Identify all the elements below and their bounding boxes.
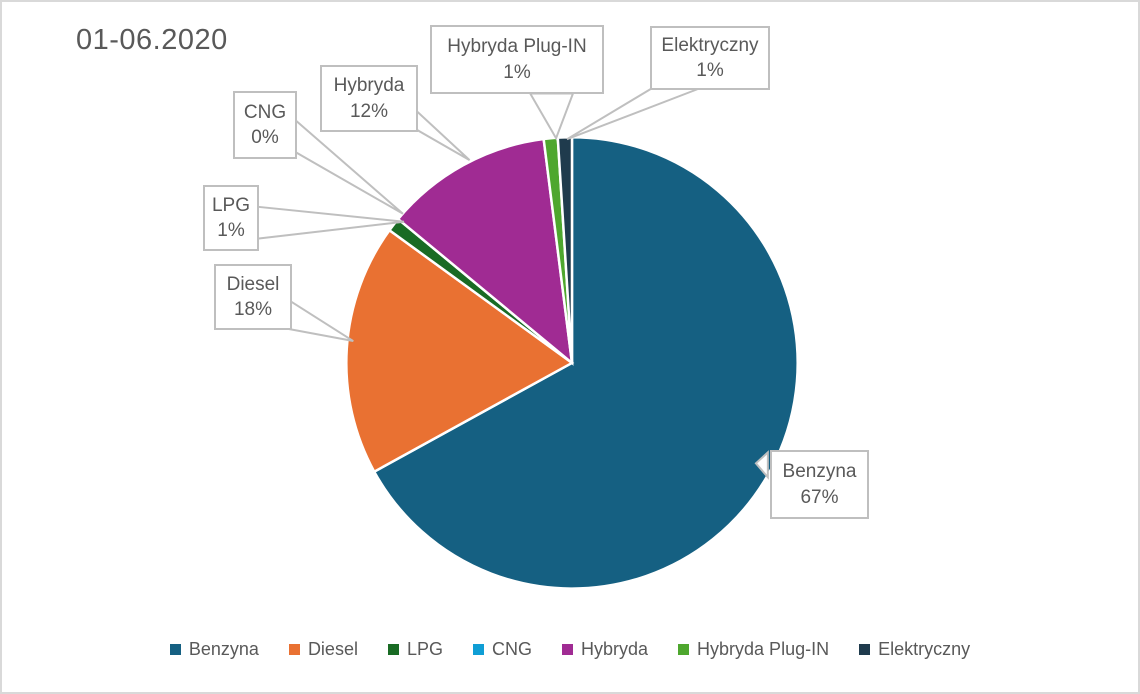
legend-item-hybryda[interactable]: Hybryda bbox=[562, 639, 648, 660]
pie-slice-benzyna[interactable] bbox=[372, 135, 799, 590]
callout-label: LPG bbox=[211, 194, 251, 216]
pie-slice-hybryda[interactable] bbox=[396, 137, 574, 366]
legend-item-lpg[interactable]: LPG bbox=[387, 639, 443, 660]
legend-label: Hybryda Plug-IN bbox=[697, 639, 830, 659]
chart-title[interactable]: 01-06.2020 bbox=[76, 24, 228, 56]
callout-value: 0% bbox=[251, 127, 279, 148]
callout-hybryda[interactable]: Hybryda 12% bbox=[320, 65, 418, 132]
callout-value: 12% bbox=[349, 100, 389, 122]
pie-slice-diesel[interactable] bbox=[345, 228, 575, 474]
legend-item-diesel[interactable]: Diesel bbox=[288, 639, 358, 660]
legend-item-benzyna[interactable]: Benzyna bbox=[169, 639, 259, 660]
callout-pointer-hybryda-plug-in bbox=[528, 92, 575, 141]
callout-lpg[interactable]: LPG 1% bbox=[203, 185, 259, 251]
legend-swatch-diesel bbox=[288, 644, 300, 655]
callout-value: 1% bbox=[503, 61, 531, 83]
callout-pointer-benzyna bbox=[754, 450, 769, 480]
callout-label: CNG bbox=[243, 101, 287, 123]
callout-pointer-lpg bbox=[256, 205, 405, 240]
legend-swatch-benzyna bbox=[169, 644, 181, 655]
legend-item-hybryda-plug-in[interactable]: Hybryda Plug-IN bbox=[678, 639, 829, 660]
callout-hybryda-plug-in[interactable]: Hybryda Plug-IN 1% bbox=[430, 25, 604, 94]
callout-cng[interactable]: CNG 0% bbox=[233, 91, 297, 159]
callout-elektryczny[interactable]: Elektryczny 1% bbox=[650, 26, 770, 90]
callout-label: Hybryda Plug-IN bbox=[447, 36, 587, 58]
legend-label: LPG bbox=[406, 639, 443, 659]
legend-swatch-elektryczny bbox=[859, 644, 871, 655]
legend-item-elektryczny[interactable]: Elektryczny bbox=[859, 639, 970, 660]
legend-label: Benzyna bbox=[188, 639, 259, 659]
callout-pointer-elektryczny bbox=[566, 87, 700, 141]
callout-label: Elektryczny bbox=[661, 34, 759, 56]
callout-pointer-hybryda bbox=[414, 108, 471, 161]
chart-legend: Benzyna Diesel LPG CNG Hybryda Hybryda Plug-I… bbox=[2, 639, 1138, 660]
callout-pointers bbox=[256, 87, 769, 480]
callout-label: Benzyna bbox=[782, 461, 857, 483]
legend-swatch-hybryda bbox=[562, 644, 573, 655]
callout-value: 18% bbox=[233, 299, 273, 320]
legend-swatch-cng bbox=[473, 644, 484, 655]
legend-label: Elektryczny bbox=[878, 639, 971, 659]
legend-label: Hybryda bbox=[581, 639, 649, 659]
callout-value: 1% bbox=[217, 220, 245, 241]
legend-label: CNG bbox=[492, 639, 532, 659]
callout-label: Diesel bbox=[226, 273, 280, 295]
legend-swatch-lpg bbox=[387, 644, 399, 655]
callout-pointer-cng bbox=[294, 118, 404, 215]
pie bbox=[345, 135, 799, 590]
callout-value: 1% bbox=[696, 60, 724, 81]
legend-swatch-hybryda-plug-in bbox=[678, 644, 690, 655]
callout-benzyna[interactable]: Benzyna 67% bbox=[770, 450, 869, 519]
legend-item-cng[interactable]: CNG bbox=[473, 639, 532, 660]
callout-diesel[interactable]: Diesel 18% bbox=[214, 264, 292, 330]
callout-label: Hybryda bbox=[333, 75, 405, 97]
callout-value: 67% bbox=[800, 486, 839, 508]
legend-label: Diesel bbox=[307, 639, 358, 659]
